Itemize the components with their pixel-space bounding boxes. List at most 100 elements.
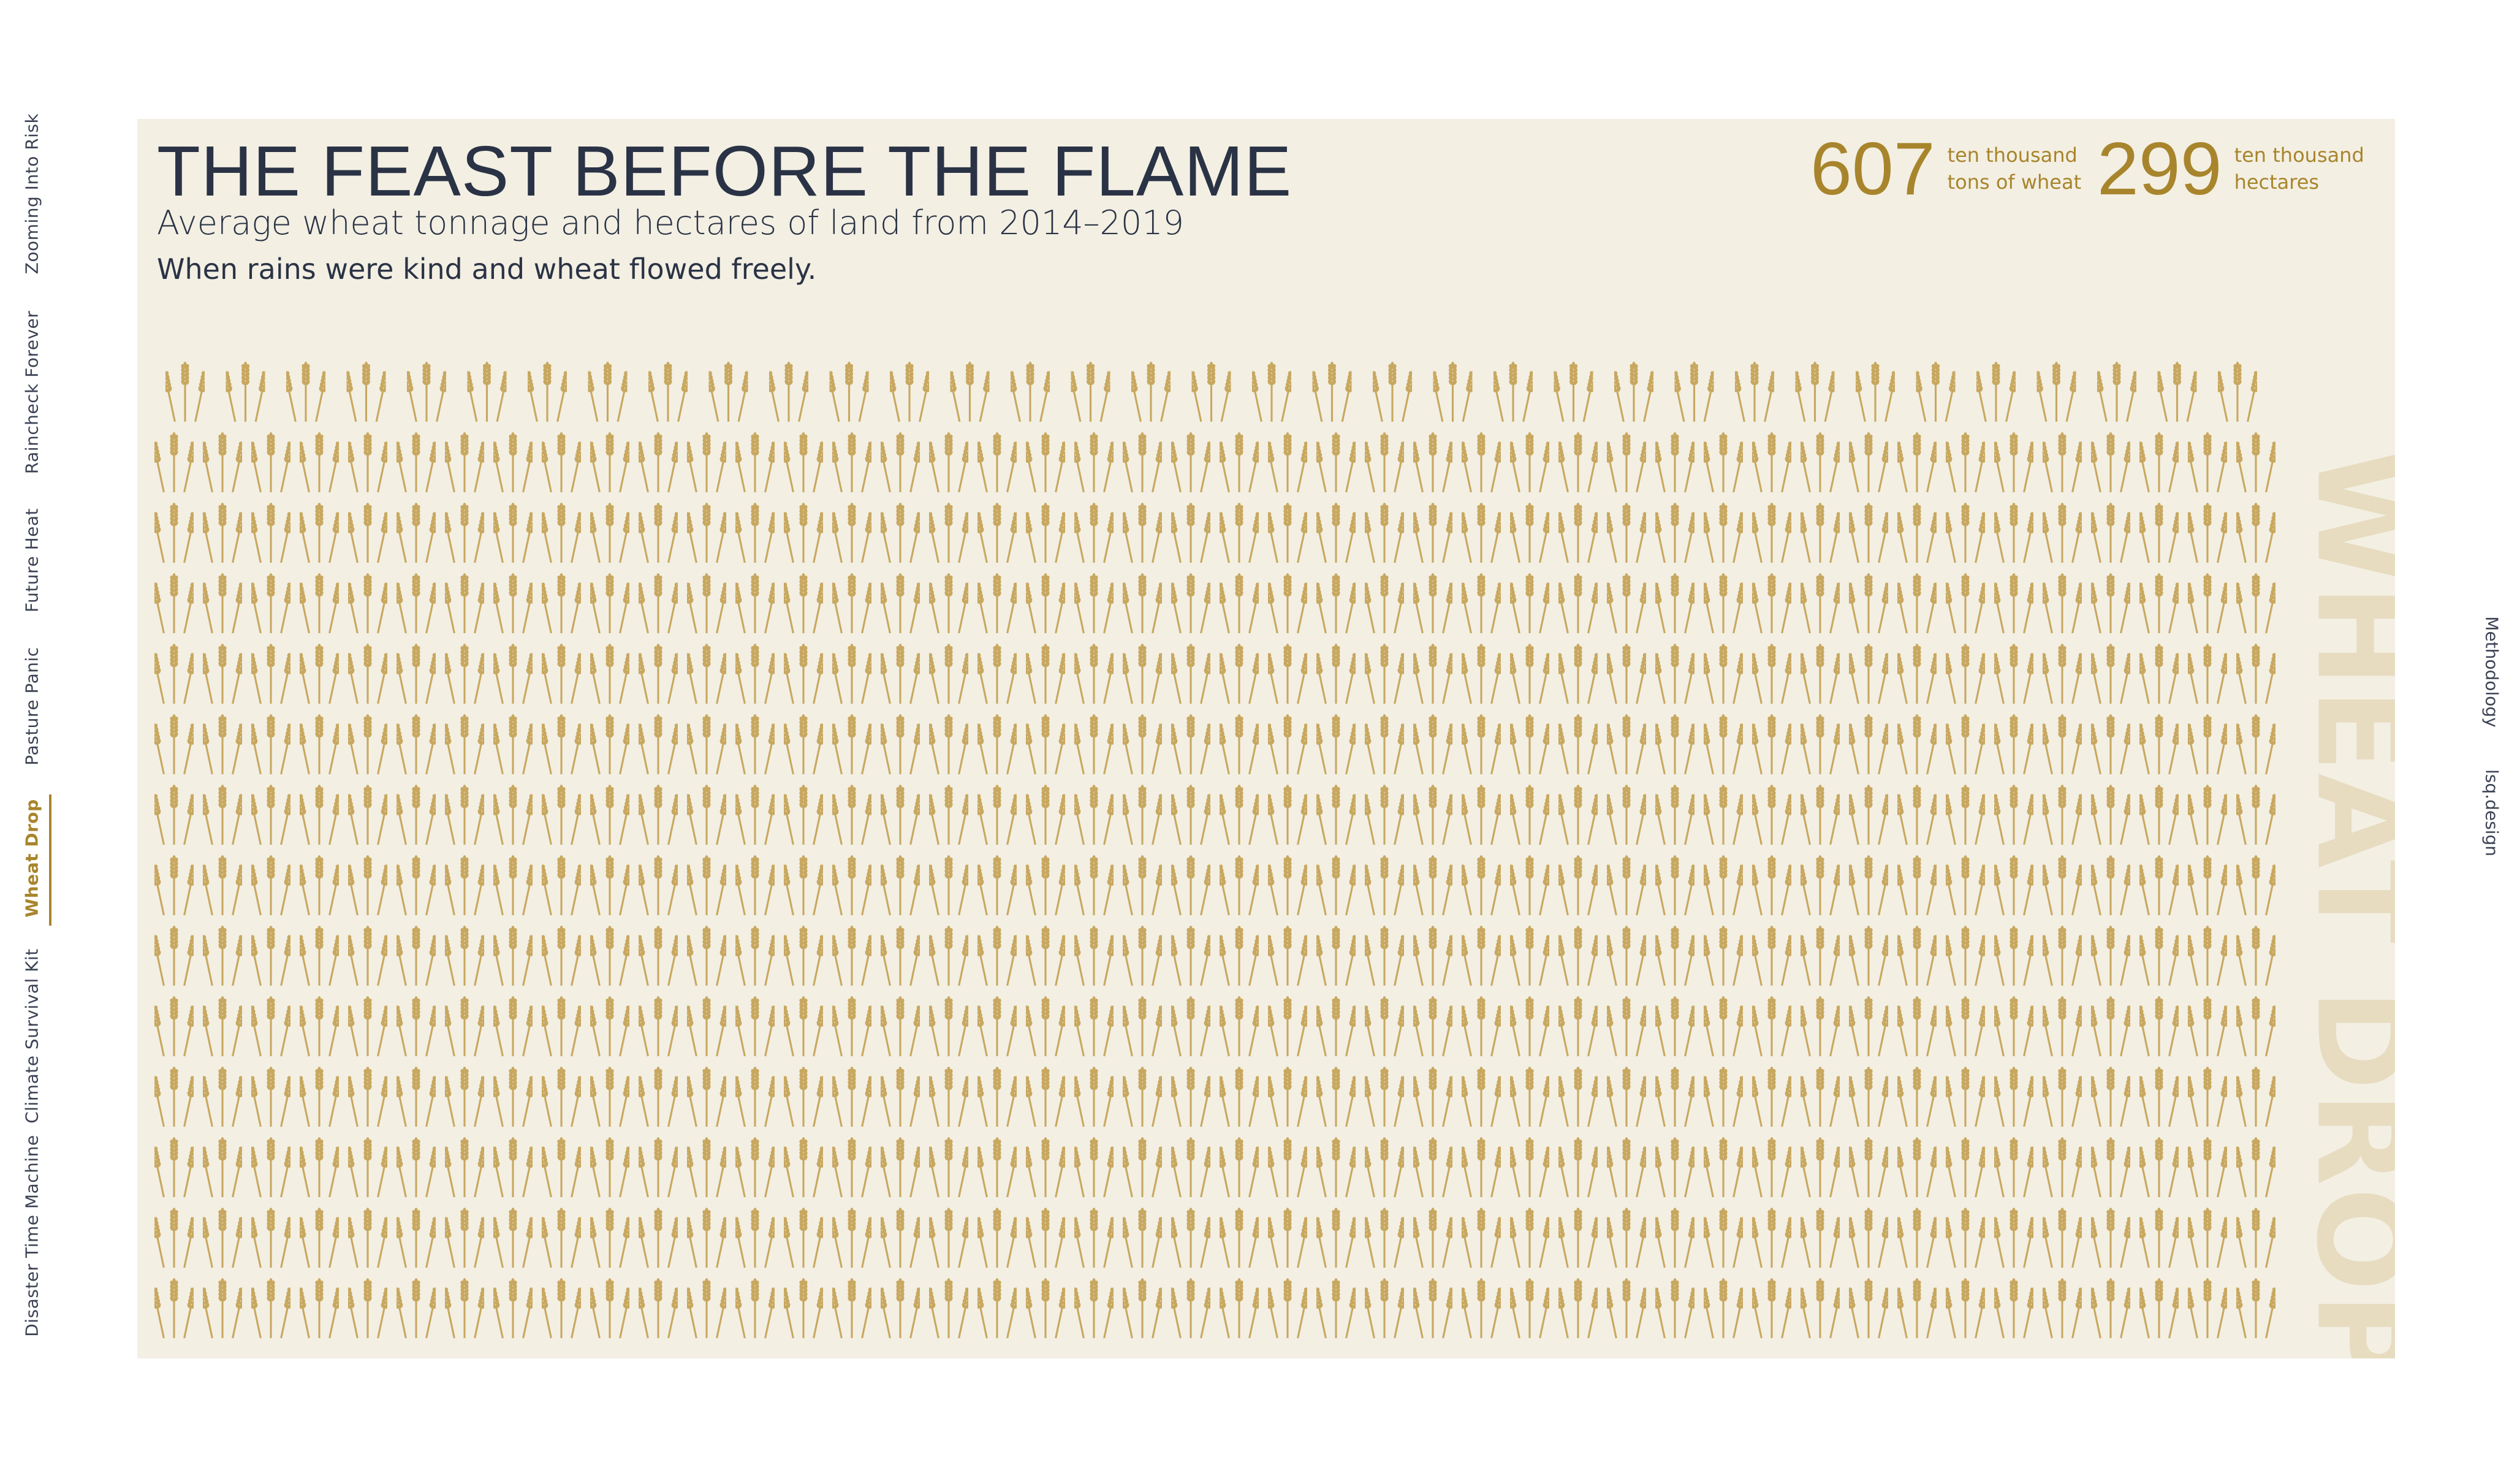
wheat-icon [1123,1136,1162,1198]
wheat-icon [1976,360,2016,423]
wheat-icon [735,783,775,846]
wheat-icon [1607,995,1646,1057]
methodology-link[interactable]: Methodology [2481,616,2502,728]
wheat-icon [1801,431,1840,493]
wheat-icon [1704,1065,1743,1128]
wheat-icon [1704,854,1743,916]
wheat-icon [251,854,290,916]
wheat-icon [1268,1136,1307,1198]
wheat-icon [1123,572,1162,634]
wheat-icon [1510,1277,1549,1339]
wheat-icon [1510,431,1549,493]
wheat-icon [493,1277,533,1339]
wheat-icon [1655,1136,1695,1198]
wheat-icon [1801,854,1840,916]
wheat-icon [445,713,484,775]
wheat-icon [1994,1136,2033,1198]
lsq-design-link[interactable]: lsq.design [2481,769,2502,856]
wheat-icon [1316,713,1356,775]
wheat-icon [1171,1206,1210,1269]
wheat-icon [154,1277,194,1339]
wheat-icon [1316,501,1356,564]
wheat-icon [2139,572,2179,634]
wheat-icon [2139,1065,2179,1128]
wheat-icon [1897,431,1937,493]
nav-item-disaster-time-machine[interactable]: Disaster Time Machine [21,1135,42,1337]
wheat-icon [1220,642,1259,705]
wheat-icon [1365,995,1404,1057]
stat-wheat-tons-label-line1: ten thousand [1947,143,2078,167]
wheat-icon [1510,713,1549,775]
wheat-icon [346,360,386,423]
wheat-icon [1074,431,1114,493]
wheat-icon [929,572,968,634]
wheat-icon [300,1136,339,1198]
wheat-icon [639,783,678,846]
wheat-icon [1752,572,1791,634]
wheat-icon [1946,1206,1985,1269]
wheat-icon [832,1206,871,1269]
wheat-icon [881,783,920,846]
wheat-icon [639,854,678,916]
wheat-icon [784,995,823,1057]
wheat-icon [769,360,808,423]
nav-item-climate-survival-kit[interactable]: Climate Survival Kit [21,948,42,1124]
wheat-icon [929,431,968,493]
wheat-icon [1946,924,1985,987]
wheat-icon [203,854,242,916]
wheat-icon [639,642,678,705]
wheat-icon [1994,431,2033,493]
wheat-icon [1897,1065,1937,1128]
wheat-icon [1365,572,1404,634]
wheat-icon [1704,501,1743,564]
nav-item-pasture-panic[interactable]: Pasture Panic [21,647,42,766]
wheat-icon [1856,360,1895,423]
wheat-icon [2188,995,2227,1057]
wheat-icon [1026,642,1065,705]
wheat-icon [929,854,968,916]
wheat-icon [1558,995,1598,1057]
wheat-icon [1946,1136,1985,1198]
wheat-icon [2139,783,2179,846]
wheat-icon [1510,854,1549,916]
wheat-icon [977,1136,1017,1198]
wheat-icon [1316,431,1356,493]
wheat-icon [1365,713,1404,775]
wheat-icon [1849,924,1888,987]
wheat-icon [1849,1277,1888,1339]
wheat-icon [203,1136,242,1198]
wheat-icon [881,1065,920,1128]
wheat-icon [1849,572,1888,634]
wheat-icon [1801,572,1840,634]
wheat-icon [493,713,533,775]
nav-item-zooming-into-risk[interactable]: Zooming Into Risk [21,113,42,275]
wheat-icon [2188,1206,2227,1269]
wheat-icon [687,1136,726,1198]
wheat-icon [2236,642,2275,705]
wheat-icon [1655,995,1695,1057]
wheat-icon [881,713,920,775]
nav-item-future-heat[interactable]: Future Heat [21,508,42,612]
nav-item-raincheck-forever[interactable]: Raincheck Forever [21,310,42,474]
wheat-icon [203,995,242,1057]
wheat-icon [1801,642,1840,705]
wheat-icon [687,1065,726,1128]
wheat-icon [1994,713,2033,775]
wheat-icon [493,642,533,705]
wheat-icon [1510,1206,1549,1269]
wheat-icon [445,642,484,705]
wheat-icon [1946,783,1985,846]
wheat-icon [2091,995,2130,1057]
wheat-icon [1462,1065,1501,1128]
wheat-icon [2043,501,2082,564]
wheat-icon [929,1136,968,1198]
wheat-icon [1220,713,1259,775]
nav-item-wheat-drop[interactable]: Wheat Drop [21,799,42,918]
wheat-icon [881,854,920,916]
wheat-icon [590,854,629,916]
wheat-icon [1365,783,1404,846]
wheat-icon [1220,1065,1259,1128]
wheat-icon [397,783,436,846]
wheat-icon [977,572,1017,634]
stat-hectares: 299 ten thousand hectares [2097,131,2364,206]
